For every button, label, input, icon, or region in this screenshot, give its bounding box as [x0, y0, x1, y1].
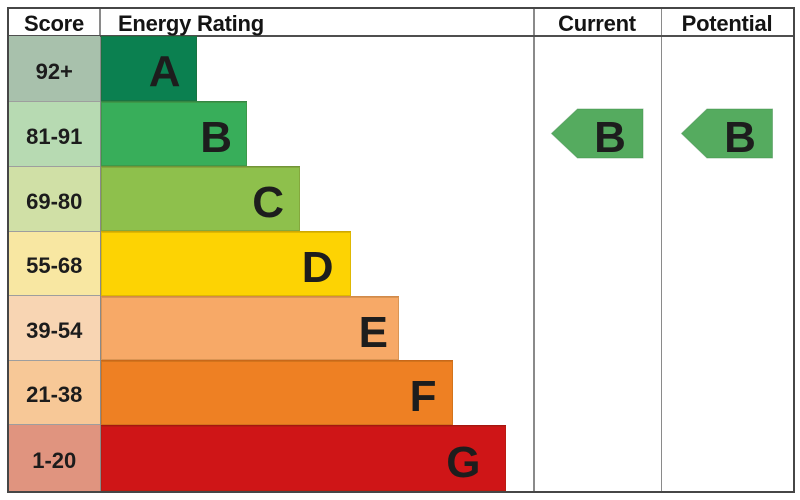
svg-text:B: B	[724, 113, 756, 162]
svg-text:B: B	[594, 113, 626, 162]
